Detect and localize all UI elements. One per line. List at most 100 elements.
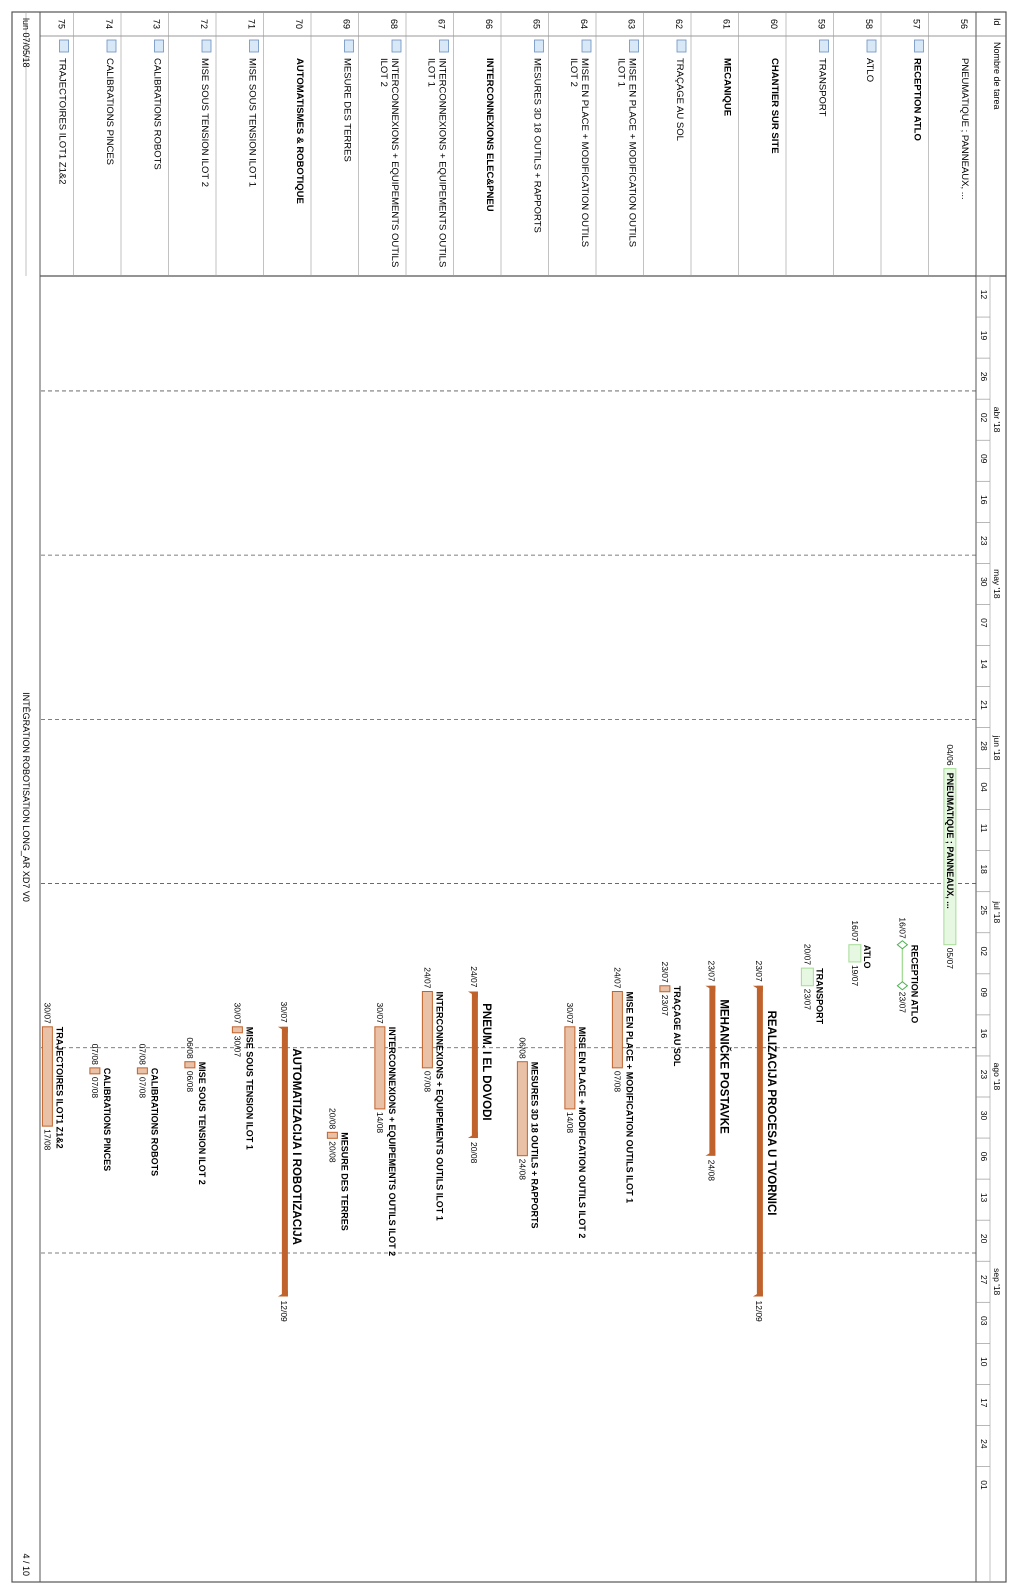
task-name: MECANIQUE	[722, 58, 733, 116]
month-label: jul '18	[992, 900, 1002, 923]
external-bar	[848, 944, 862, 963]
task-name: MESURES 3D 18 OUTILS + RAPPORTS	[532, 58, 543, 233]
summary-label: REALIZACIJA PROCESA U TVORNICI	[765, 1011, 777, 1216]
bar-end-date: 07/08	[90, 1077, 100, 1099]
task-bar	[421, 991, 433, 1069]
task-name: MISE EN PLACE + MODIFICATION OUTILS	[627, 58, 638, 247]
summary-label: AUTOMATIZACIJA I ROBOTIZACIJA	[290, 1048, 302, 1245]
task-note-icon	[391, 39, 402, 53]
task-bar	[374, 1026, 386, 1110]
task-name: TRAÇAGE AU SOL	[674, 58, 685, 141]
month-label: ago '18	[992, 1063, 1002, 1091]
task-name: AUTOMATISMES & ROBOTIQUE	[294, 58, 305, 204]
task-note-icon	[201, 39, 212, 53]
bar-label: MESURE DES TERRES	[339, 1132, 349, 1231]
summary-label: PNEUM. I EL DOVODI	[480, 1003, 492, 1120]
task-id: 62	[674, 19, 684, 29]
task-name: TRANSPORT	[817, 58, 828, 117]
footer-date: lun 07/05/18	[21, 18, 31, 68]
task-name: MISE SOUS TENSION ILOT 2	[199, 58, 210, 187]
bar-end-date: 30/07	[232, 1036, 242, 1058]
task-note-icon	[344, 39, 354, 53]
task-name: MESURE DES TERRES	[342, 58, 353, 162]
bar-start-date: 30/07	[375, 1003, 385, 1025]
week-label: 20	[979, 1234, 989, 1244]
task-bar	[516, 1061, 528, 1157]
bar-end-date: 07/08	[422, 1071, 432, 1093]
milestone-start	[896, 940, 909, 950]
week-label: 12	[979, 290, 989, 300]
bar-end-date: 06/08	[185, 1071, 195, 1093]
bar-start-date: 06/08	[185, 1037, 195, 1059]
bar-label: MISE EN PLACE + MODIFICATION OUTILS ILOT…	[624, 992, 634, 1204]
bar-start-date: 24/07	[422, 967, 432, 989]
bar-end-date: 14/08	[565, 1112, 575, 1134]
bar-end-date: 17/08	[42, 1129, 52, 1151]
summary-label: MEHANIČKE POSTAVKE	[717, 999, 730, 1134]
bar-end-date: 12/09	[754, 1301, 764, 1323]
bar-start-date: 24/07	[612, 967, 622, 989]
task-id: 66	[484, 19, 494, 29]
bar-start-date: 16/07	[850, 920, 860, 942]
bar-start-date: 04/06	[945, 744, 955, 766]
bar-label: RECEPTION ATLO	[909, 945, 919, 1024]
task-name: RECEPTION ATLO	[912, 58, 923, 141]
bar-start-date: 30/07	[42, 1003, 52, 1025]
task-id: 71	[247, 19, 257, 29]
summary-end-cap	[752, 1290, 763, 1297]
id-column-header: Id	[992, 18, 1002, 26]
task-name: CALIBRATIONS PINCES	[104, 58, 115, 165]
task-id: 65	[532, 19, 542, 29]
task-id: 64	[579, 19, 589, 29]
task-bar	[184, 1061, 196, 1069]
bar-start-date: 06/08	[517, 1037, 527, 1059]
task-bar	[659, 985, 671, 993]
name-column-header: Nombre de tarea	[992, 42, 1002, 110]
task-note-icon	[534, 39, 544, 53]
bar-label: MESURES 3D 18 OUTILS + RAPPORTS	[529, 1062, 539, 1229]
task-note-icon	[629, 39, 639, 53]
task-bar	[564, 1026, 576, 1110]
task-note-icon	[676, 39, 687, 53]
bar-label: TRAÇAGE AU SOL	[672, 986, 682, 1067]
summary-bar	[281, 1026, 288, 1297]
bar-end-date: 20/08	[469, 1142, 479, 1164]
week-label: 03	[979, 1316, 989, 1326]
week-label: 30	[979, 577, 989, 587]
week-label: 14	[979, 659, 989, 669]
bar-end-date: 07/08	[137, 1077, 147, 1099]
week-label: 25	[979, 905, 989, 915]
bar-start-date: 30/07	[565, 1003, 575, 1025]
task-id: 61	[722, 19, 732, 29]
bar-label: PNEUMATIQUE ; PANNEAUX, ...	[945, 773, 955, 909]
bar-label: CALIBRATIONS PINCES	[102, 1068, 112, 1171]
task-note-icon	[866, 39, 877, 53]
week-label: 02	[979, 947, 989, 957]
bar-start-date: 16/07	[897, 917, 907, 939]
month-label: jun '18	[992, 735, 1002, 761]
task-name: ILOT 2	[378, 58, 389, 87]
task-note-icon	[914, 39, 924, 53]
week-label: 26	[979, 372, 989, 382]
bar-end-date: 23/07	[660, 995, 670, 1017]
task-name: TRAJECTOIRES ILOT1 Z1&2	[57, 58, 68, 185]
bar-start-date: 07/08	[90, 1044, 100, 1066]
task-note-icon	[154, 39, 164, 53]
task-note-icon	[106, 39, 117, 53]
bar-start-date: 20/08	[327, 1108, 337, 1130]
summary-start-cap	[467, 991, 478, 998]
week-label: 24	[979, 1439, 989, 1449]
week-label: 17	[979, 1398, 989, 1408]
week-label: 23	[979, 1070, 989, 1080]
bar-end-date: 05/07	[945, 948, 955, 970]
task-note-icon	[581, 39, 592, 53]
bar-start-date: 23/07	[754, 960, 764, 982]
bar-start-date: 07/08	[137, 1044, 147, 1066]
bar-label: INTERCONNEXIONS + EQUIPEMENTS OUTILS ILO…	[434, 992, 444, 1221]
month-label: abr '18	[992, 407, 1002, 433]
week-label: 18	[979, 864, 989, 874]
bar-label: INTERCONNEXIONS + EQUIPEMENTS OUTILS ILO…	[387, 1027, 397, 1256]
summary-bar	[756, 985, 763, 1297]
task-name: ILOT 1	[426, 58, 437, 87]
summary-end-cap	[705, 1149, 716, 1156]
